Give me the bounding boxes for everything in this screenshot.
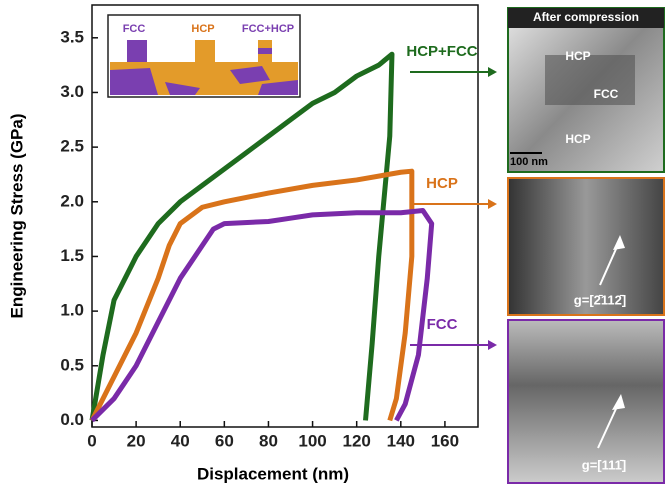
x-axis-title: Displacement (nm): [197, 464, 349, 483]
y-tick-label: 1.0: [60, 301, 84, 320]
x-tick-label: 20: [127, 431, 146, 450]
x-tick-label: 80: [259, 431, 278, 450]
x-tick-label: 120: [342, 431, 370, 450]
series-line: [90, 208, 435, 423]
x-tick-label: 60: [215, 431, 234, 450]
x-tick-label: 0: [87, 431, 96, 450]
y-tick-label: 2.5: [60, 137, 84, 156]
legend-arrowhead: [488, 340, 497, 350]
panel-label: FCC: [594, 87, 619, 101]
series-line: [89, 51, 395, 421]
y-axis-title: Engineering Stress (GPa): [7, 114, 26, 319]
x-tick-label: 160: [431, 431, 459, 450]
panel-label: HCP: [565, 49, 590, 63]
y-tick-label: 0.5: [60, 355, 84, 374]
panel-label: g=[2̄112̄]: [574, 292, 626, 307]
y-tick-label: 3.0: [60, 82, 84, 101]
inset-label: HCP: [191, 23, 214, 35]
micrograph-panels: After compression HCP FCC HCP 100 nm g=[…: [507, 7, 665, 484]
legend-arrowhead: [488, 67, 497, 77]
inset: FCC HCP FCC+HCP: [107, 14, 301, 98]
inset-label: FCC: [123, 23, 146, 35]
legend-arrowhead: [488, 199, 497, 209]
x-tick-label: 140: [387, 431, 415, 450]
y-tick-label: 0.0: [60, 410, 84, 429]
scale-bar: 100 nm: [510, 156, 548, 168]
plot-frame: [91, 4, 479, 428]
y-tick-label: 3.5: [60, 27, 84, 46]
series-line: [89, 168, 415, 422]
panel-title: After compression: [533, 10, 639, 24]
panel-label: HCP: [565, 132, 590, 146]
y-tick-label: 2.0: [60, 191, 84, 210]
x-tick-label: 40: [171, 431, 190, 450]
legend-label: FCC: [427, 316, 458, 333]
panel-label: g=[111̄]: [582, 457, 626, 472]
inset-label: FCC+HCP: [242, 23, 294, 35]
legend-label: HCP+FCC: [406, 43, 477, 60]
x-tick-label: 100: [298, 431, 326, 450]
legend-label: HCP: [426, 175, 458, 192]
y-tick-label: 1.5: [60, 246, 84, 265]
